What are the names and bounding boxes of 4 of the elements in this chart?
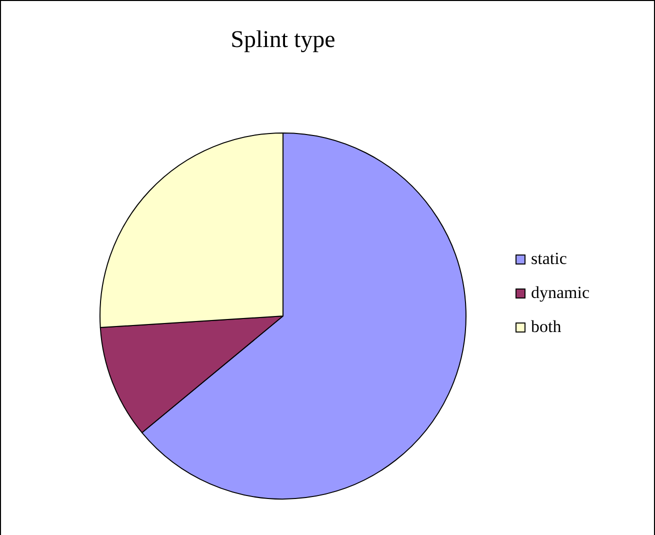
legend-label: both xyxy=(531,317,562,336)
chart-title: Splint type xyxy=(230,27,336,53)
legend-label: dynamic xyxy=(531,283,590,302)
legend-label: static xyxy=(531,249,568,268)
